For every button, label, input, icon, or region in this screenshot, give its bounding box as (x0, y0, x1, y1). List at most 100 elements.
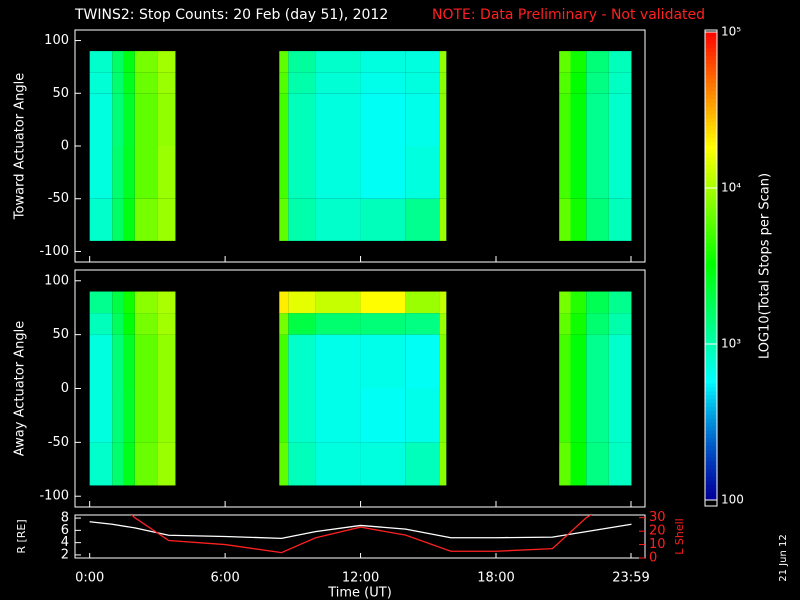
heatmap-cell (559, 313, 571, 335)
colorbar-swatch (705, 492, 717, 497)
heatmap-cell (157, 442, 176, 486)
heatmap-cell (123, 442, 135, 486)
heatmap-cell (586, 93, 609, 146)
heatmap-cell (559, 146, 571, 199)
y-tick-label: -100 (39, 489, 69, 504)
colorbar-swatch (705, 141, 717, 146)
colorbar-swatch (705, 191, 717, 197)
heatmap-cell (157, 313, 176, 335)
heatmap-cell (608, 72, 632, 94)
heatmap-cell (405, 442, 440, 486)
colorbar-swatch (705, 293, 717, 298)
heatmap-cell (559, 93, 571, 146)
colorbar-swatch (705, 199, 717, 205)
heatmap-cell (123, 313, 135, 335)
heatmap-cell (559, 334, 571, 389)
colorbar-swatch (705, 402, 717, 407)
colorbar-swatch (705, 258, 717, 263)
heatmap-cell (112, 198, 124, 241)
colorbar-swatch (705, 102, 717, 107)
colorbar-swatch (705, 250, 717, 255)
heatmap-cell (586, 146, 609, 199)
colorbar-swatch (705, 223, 717, 228)
heatmap-cell (112, 291, 124, 314)
colorbar-swatch (705, 78, 717, 84)
heatmap-cell (570, 93, 587, 146)
colorbar-swatch (705, 203, 717, 208)
heatmap-cell (559, 291, 571, 314)
heatmap-cell (112, 51, 124, 73)
heatmap-cell (279, 442, 289, 486)
colorbar-swatch (705, 480, 717, 485)
heatmap-cell (439, 72, 447, 94)
heatmap-cell (439, 51, 447, 73)
heatmap-cell (360, 146, 406, 199)
colorbar-swatch (705, 94, 717, 99)
heatmap-cell (439, 146, 447, 199)
colorbar-tick-label: 100 (721, 493, 744, 507)
heatmap-cell (586, 51, 609, 73)
colorbar-swatch (705, 172, 717, 177)
heatmap-cell (288, 442, 316, 486)
colorbar-swatch (705, 246, 717, 251)
colorbar-swatch (705, 367, 717, 372)
heatmap-cell (157, 146, 176, 199)
heatmap-cell (586, 334, 609, 389)
colorbar-swatch (705, 390, 717, 396)
colorbar-swatch (705, 289, 717, 294)
panel-frame (74, 514, 646, 559)
colorbar-swatch (705, 230, 717, 236)
heatmap-cell (405, 51, 440, 73)
colorbar-swatch (705, 35, 717, 41)
colorbar-swatch (705, 379, 717, 384)
y-tick-label: 0 (61, 381, 69, 396)
x-tick-label: 6:00 (211, 571, 240, 586)
colorbar-swatch (705, 429, 717, 435)
y-tick-label: 30 (649, 510, 666, 525)
heatmap-cell (157, 93, 176, 146)
colorbar-swatch (705, 269, 717, 275)
colorbar-swatch (705, 149, 717, 154)
colorbar-swatch (705, 425, 717, 431)
heatmap-cell (279, 291, 289, 314)
colorbar-swatch (705, 347, 717, 353)
heatmap-cell (586, 291, 609, 314)
heatmap-cell (360, 388, 406, 443)
heatmap-cell (288, 51, 316, 73)
heatmap-cell (157, 198, 176, 241)
colorbar-swatch (705, 254, 717, 259)
heatmap-cell (315, 146, 361, 199)
colorbar-swatch (705, 32, 717, 37)
colorbar-swatch (705, 207, 717, 212)
colorbar-swatch (705, 308, 717, 314)
colorbar-swatch (705, 51, 717, 56)
colorbar-swatch (705, 234, 717, 240)
colorbar-swatch (705, 176, 717, 181)
heatmap-cell (559, 442, 571, 486)
heatmap-cell (360, 291, 406, 314)
heatmap-cell (89, 72, 113, 94)
colorbar-swatch (705, 71, 717, 76)
colorbar-tick-label: 10⁵ (721, 25, 741, 39)
chart-title: TWINS2: Stop Counts: 20 Feb (day 51), 20… (74, 7, 388, 23)
heatmap-cell (157, 388, 176, 443)
heatmap-cell (405, 334, 440, 389)
colorbar-swatch (705, 219, 717, 224)
heatmap-cell (288, 146, 316, 199)
colorbar-swatch (705, 363, 717, 368)
heatmap-cell (405, 93, 440, 146)
heatmap-cell (134, 51, 158, 73)
colorbar-swatch (705, 468, 717, 474)
colorbar-swatch (705, 445, 717, 450)
y-axis-label: Toward Actuator Angle (13, 73, 28, 220)
colorbar-swatch (705, 383, 717, 388)
heatmap-cell (608, 388, 632, 443)
colorbar-swatch (705, 137, 717, 142)
heatmap-cell (279, 72, 289, 94)
heatmap-cell (288, 388, 316, 443)
heatmap-cell (405, 198, 440, 241)
colorbar-swatch (705, 422, 717, 427)
x-axis-label: Time (UT) (327, 586, 392, 600)
heatmap-cell (89, 442, 113, 486)
